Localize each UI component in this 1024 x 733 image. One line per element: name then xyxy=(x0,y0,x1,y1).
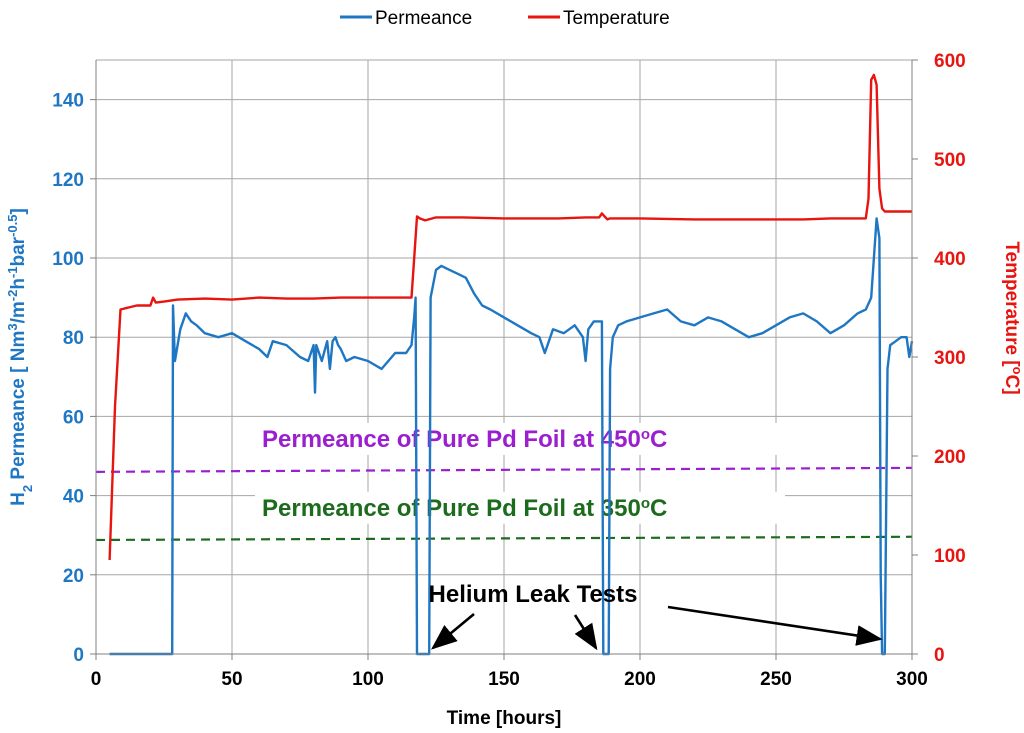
series-line-temperature xyxy=(108,73,912,561)
y-left-tick-label: 80 xyxy=(63,328,84,349)
gridlines xyxy=(96,59,912,654)
y-right-tick-label: 100 xyxy=(934,546,966,567)
legend: Permeance Temperature xyxy=(340,8,670,29)
y-right-tick-label: 400 xyxy=(934,249,966,270)
x-tick-label: 250 xyxy=(760,669,792,690)
x-tick-label: 300 xyxy=(896,669,928,690)
y-right-tick-label: 0 xyxy=(934,645,945,666)
y-axis-right-title: Temperature [oC] xyxy=(1001,241,1024,394)
reference-lines: Permeance of Pure Pd Foil at 450oC Permea… xyxy=(95,422,913,542)
reference-label-background xyxy=(255,422,785,455)
y-axis-left-title: H2 Permeance [ Nm3/m-2h-1bar-0.5] xyxy=(5,208,35,506)
y-right-tick-label: 300 xyxy=(934,348,966,369)
annotation-arrow xyxy=(573,614,598,651)
reference-line xyxy=(95,535,913,542)
tick-labels: 0 50 100 150 200 250 300 0 20 40 60 80 100 120 140 0 100… xyxy=(52,51,965,690)
series-lines xyxy=(108,73,914,656)
annotations: Helium Leak Tests xyxy=(429,581,883,651)
y-right-tick-label: 600 xyxy=(934,51,966,72)
annotation-arrow xyxy=(430,612,475,650)
y-left-tick-label: 140 xyxy=(52,91,84,112)
annotation-arrow xyxy=(667,605,883,646)
y-left-tick-label: 60 xyxy=(63,407,84,428)
series-line-permeance xyxy=(109,217,914,656)
x-tick-label: 200 xyxy=(624,669,656,690)
y-left-tick-label: 40 xyxy=(63,487,84,508)
x-tick-label: 100 xyxy=(352,669,384,690)
axes xyxy=(90,59,918,660)
y-right-tick-label: 200 xyxy=(934,447,966,468)
y-left-tick-label: 20 xyxy=(63,566,84,587)
y-left-tick-label: 100 xyxy=(52,249,84,270)
reference-line-label: Permeance of Pure Pd Foil at 350oC xyxy=(262,494,667,522)
annotation-helium-leak-tests: Helium Leak Tests xyxy=(429,581,638,608)
reference-line xyxy=(95,466,913,473)
y-left-tick-label: 0 xyxy=(73,645,84,666)
x-axis-title: Time [hours] xyxy=(447,708,562,729)
y-right-tick-label: 500 xyxy=(934,150,966,171)
reference-line-label: Permeance of Pure Pd Foil at 450oC xyxy=(262,425,667,453)
y-left-tick-label: 120 xyxy=(52,170,84,191)
x-tick-label: 0 xyxy=(91,669,102,690)
reference-label-background xyxy=(255,491,785,524)
x-tick-label: 50 xyxy=(221,669,242,690)
x-tick-label: 150 xyxy=(488,669,520,690)
legend-label-permeance: Permeance xyxy=(375,8,472,29)
legend-label-temperature: Temperature xyxy=(563,8,670,29)
